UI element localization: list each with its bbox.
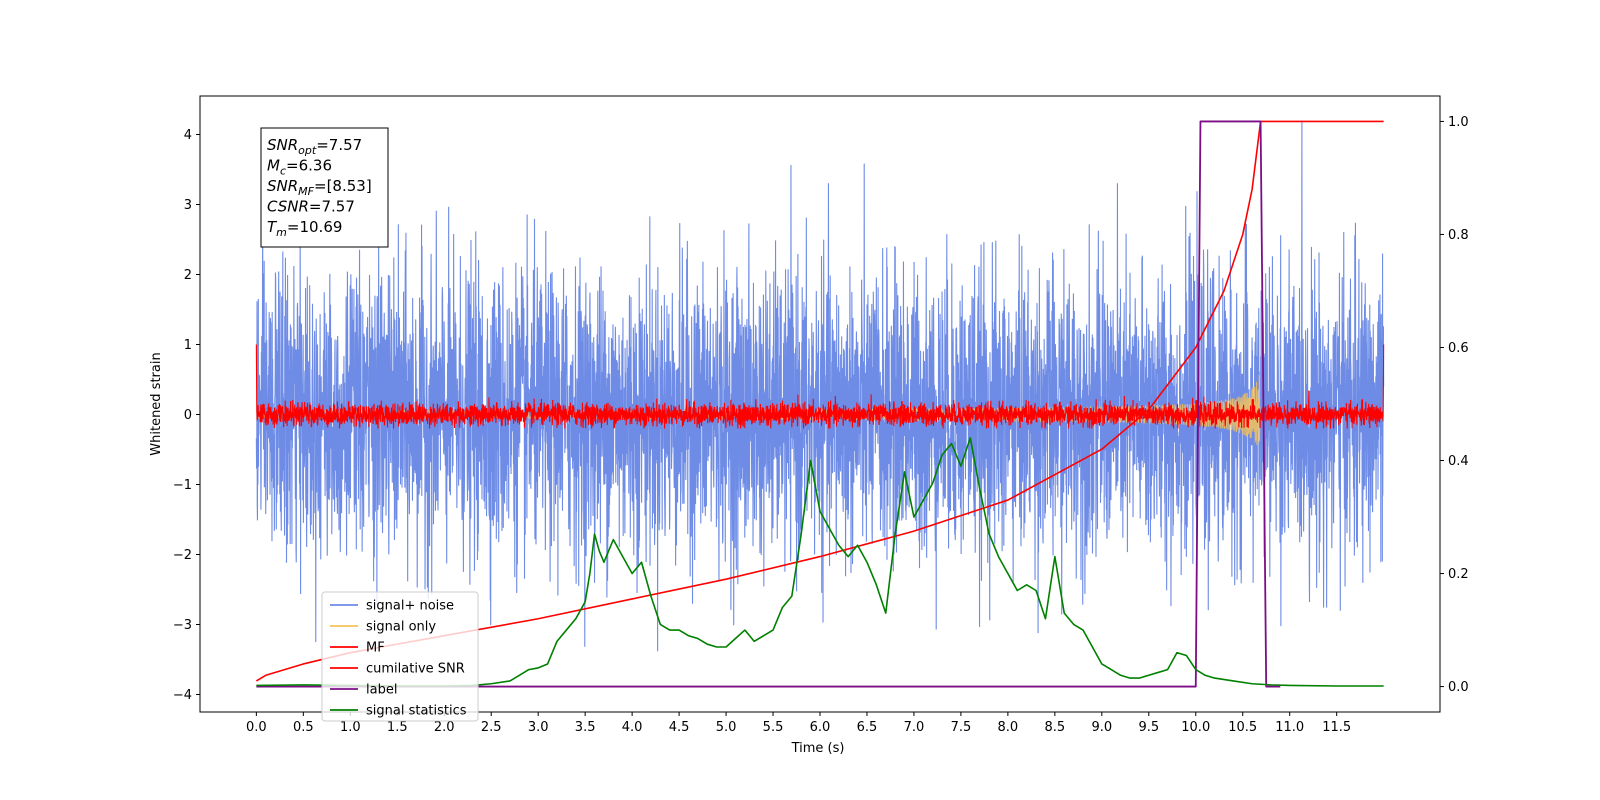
annotation-line: CSNR=7.57 [267,198,355,216]
x-tick-label: 5.5 [763,720,784,735]
y-axis-left: 4 3 2 1 0 −1 −2 −3 −4 [173,128,200,703]
x-tick-label: 11.0 [1275,720,1304,735]
series-signal-noise [255,120,1385,652]
x-tick-label: 7.5 [951,720,972,735]
x-axis: 0.0 0.5 1.0 1.5 2.0 2.5 3.0 3.5 4.0 4.5 5.0 5.5 6.0 6… [246,712,1351,735]
legend-frame [321,591,479,722]
x-axis-label: Time (s) [791,741,845,756]
legend-label-mf: MF [366,641,385,656]
series-label [256,120,1281,688]
x-tick-label: 0.0 [246,720,267,735]
x-tick-label: 9.0 [1091,720,1112,735]
y-axis-label: Whitened strain [149,352,164,455]
x-tick-label: 11.5 [1322,720,1351,735]
annotation-line: SNRMF=[8.53] [267,177,372,198]
x-tick-label: 8.5 [1045,720,1066,735]
annotation-line: SNRopt=7.57 [267,136,362,157]
y2-tick-label: 1.0 [1448,115,1469,130]
y2-tick-label: 0.0 [1448,680,1469,695]
x-tick-label: 4.5 [669,720,690,735]
series-signal-statistics [256,437,1384,687]
y2-tick-label: 0.2 [1448,567,1469,582]
legend-label-signal-only: signal only [366,620,436,635]
y-tick-label: 3 [184,198,192,213]
x-tick-label: 3.0 [528,720,549,735]
x-tick-label: 1.5 [387,720,408,735]
y-tick-label: −2 [173,548,192,563]
x-tick-label: 6.0 [810,720,831,735]
x-tick-label: 4.0 [622,720,643,735]
y-tick-label: −4 [173,688,192,703]
legend: signal+ noise signal only MF cumilative SNR… [321,591,479,722]
x-tick-label: 0.5 [293,720,314,735]
x-tick-label: 10.5 [1228,720,1257,735]
series-mf [255,344,1385,429]
x-tick-label: 8.0 [998,720,1019,735]
x-tick-label: 1.0 [340,720,361,735]
legend-label-signal-noise: signal+ noise [366,599,454,614]
y-tick-label: −3 [173,618,192,633]
y-tick-label: 1 [184,338,192,353]
x-tick-label: 3.5 [575,720,596,735]
x-tick-label: 2.5 [481,720,502,735]
annotation-line: Mc=6.36 [267,157,332,178]
legend-label-cumilative-snr: cumilative SNR [366,662,465,677]
legend-label-label: label [366,683,397,698]
x-tick-label: 2.0 [434,720,455,735]
y2-tick-label: 0.8 [1448,228,1469,243]
annotation-line: Tm=10.69 [267,218,342,239]
y-tick-label: −1 [173,478,192,493]
annotation-frame [260,127,389,248]
y-tick-label: 0 [184,408,192,423]
y-tick-label: 4 [184,128,192,143]
y2-tick-label: 0.4 [1448,454,1469,469]
x-tick-label: 9.5 [1138,720,1159,735]
y-axis-right: 1.0 0.8 0.6 0.4 0.2 0.0 [1440,115,1469,695]
x-tick-label: 5.0 [716,720,737,735]
x-tick-label: 6.5 [857,720,878,735]
x-tick-label: 7.0 [904,720,925,735]
y2-tick-label: 0.6 [1448,341,1469,356]
y-tick-label: 2 [184,268,192,283]
x-tick-label: 10.0 [1181,720,1210,735]
legend-label-signal-statistics: signal statistics [366,704,467,719]
